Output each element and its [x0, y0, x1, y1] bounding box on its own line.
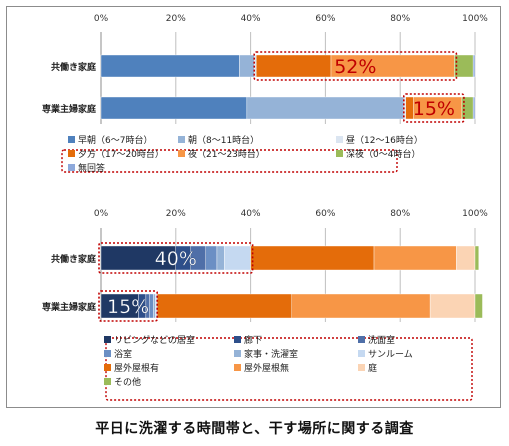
legend-label: 夕方（17～20時台） — [78, 148, 164, 160]
bar-segment — [429, 293, 476, 319]
x-tick-label: 20% — [166, 14, 186, 24]
bar-segment — [456, 245, 476, 271]
legend-label: 朝（8～11時台） — [188, 134, 259, 146]
legend-label: 廊下 — [244, 334, 262, 346]
legend-swatch — [336, 150, 343, 157]
legend-label: 夜（21～23時台） — [188, 148, 265, 160]
legend-swatch — [104, 350, 111, 357]
legend-label: 屋外屋根無 — [244, 362, 289, 374]
legend-label: 家事・洗濯室 — [244, 348, 298, 360]
chart-caption: 平日に洗濯する時間帯と、干す場所に関する調査 — [95, 421, 414, 437]
x-tick-label: 40% — [241, 14, 261, 24]
legend-label: 深夜（0～4時台） — [346, 148, 420, 160]
bar-segment — [100, 293, 139, 319]
x-tick-label: 60% — [315, 14, 335, 24]
category-label: 共働き家庭 — [51, 61, 97, 73]
legend-label: 庭 — [368, 362, 377, 374]
bar-segment — [100, 54, 240, 78]
legend-label: 屋外屋根有 — [114, 362, 159, 374]
bar-segment — [224, 245, 251, 271]
legend-swatch — [234, 364, 241, 371]
legend-swatch — [358, 336, 365, 343]
legend-swatch — [68, 164, 75, 171]
legend-swatch — [68, 150, 75, 157]
category-label: 共働き家庭 — [51, 253, 97, 265]
legend-swatch — [104, 336, 111, 343]
bar-segment — [153, 293, 156, 319]
legend-swatch — [234, 336, 241, 343]
legend-swatch — [104, 378, 111, 385]
bar-segment — [239, 54, 255, 78]
x-tick-label: 100% — [462, 209, 488, 219]
bar-segment — [474, 293, 483, 319]
callout-highlight-box — [98, 242, 254, 274]
bar-segment — [250, 245, 375, 271]
bar-segment — [205, 245, 218, 271]
legend-label: 早朝（6～7時台） — [78, 134, 152, 146]
legend-label: 浴室 — [114, 348, 132, 360]
bar-segment — [474, 245, 479, 271]
bar-segment — [454, 54, 474, 78]
x-tick-label: 100% — [462, 14, 488, 24]
x-tick-label: 40% — [241, 209, 261, 219]
legend-swatch — [336, 136, 343, 143]
bar-segment — [461, 96, 474, 120]
bar-segment — [291, 293, 431, 319]
x-tick-label: 0% — [94, 14, 109, 24]
legend-swatch — [68, 136, 75, 143]
bar-segment — [216, 245, 225, 271]
x-tick-label: 0% — [94, 209, 109, 219]
callout-highlight-box — [403, 93, 465, 123]
callout-percent-label: 15% — [413, 98, 455, 120]
legend-label: サンルーム — [368, 349, 413, 360]
x-tick-label: 80% — [390, 209, 410, 219]
legend-swatch — [234, 350, 241, 357]
callout-percent-label: 52% — [334, 56, 376, 78]
legend-highlight-box — [105, 337, 473, 401]
legend-label: 洗面室 — [368, 334, 395, 346]
x-tick-label: 60% — [315, 209, 335, 219]
callout-highlight-box — [253, 51, 458, 81]
callout-percent-label: 40% — [155, 248, 197, 270]
legend-swatch — [358, 364, 365, 371]
legend-label: その他 — [114, 376, 141, 388]
legend-swatch — [178, 150, 185, 157]
bar-segment — [256, 54, 332, 78]
bar-segment — [149, 293, 154, 319]
bar-segment — [472, 96, 476, 120]
legend-swatch — [358, 350, 365, 357]
category-label: 専業主婦家庭 — [42, 103, 97, 115]
callout-percent-label: 15% — [107, 296, 149, 318]
legend-swatch — [178, 136, 185, 143]
legend-label: リビングなどの居室 — [114, 334, 195, 346]
bar-segment — [246, 96, 405, 120]
bar-segment — [100, 96, 248, 120]
category-label: 専業主婦家庭 — [42, 301, 97, 313]
bar-segment — [100, 245, 177, 271]
legend-highlight-box — [61, 149, 398, 173]
x-tick-label: 20% — [166, 209, 186, 219]
bar-segment — [156, 293, 292, 319]
legend-swatch — [104, 364, 111, 371]
legend-label: 無回答 — [78, 162, 105, 174]
bar-segment — [472, 54, 476, 78]
callout-highlight-box — [98, 290, 159, 322]
legend-label: 昼（12～16時台） — [346, 134, 423, 146]
bar-segment — [373, 245, 457, 271]
x-tick-label: 80% — [390, 14, 410, 24]
